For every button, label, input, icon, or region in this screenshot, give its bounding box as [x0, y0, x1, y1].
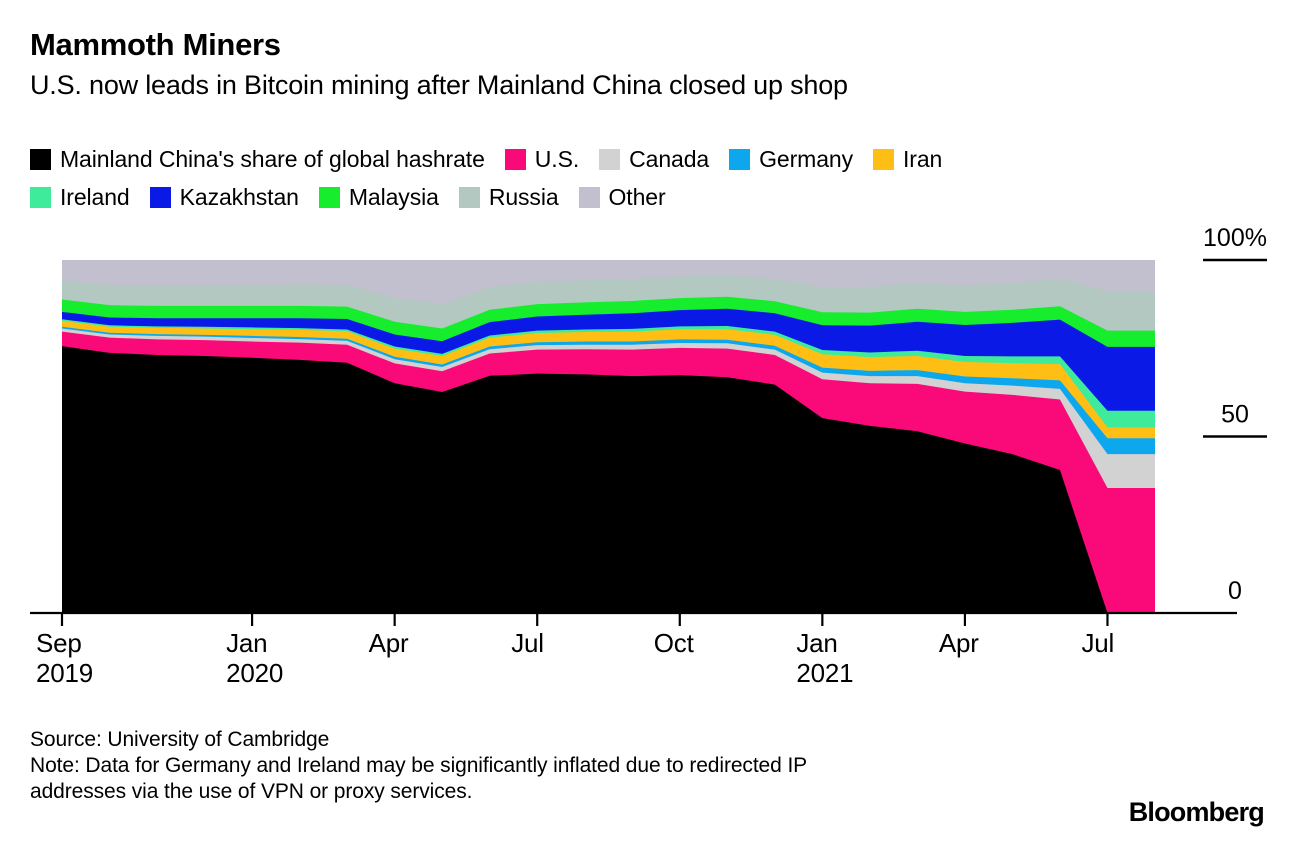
- x-axis-label-1: Jan 2020: [226, 628, 283, 688]
- legend-label-russia: Russia: [488, 183, 559, 210]
- legend-item-germany[interactable]: Germany: [729, 145, 853, 172]
- legend-item-us[interactable]: U.S.: [504, 145, 580, 172]
- x-axis-month: Apr: [938, 628, 979, 658]
- x-axis-label-7: Jul: [1081, 628, 1114, 658]
- legend-swatch-other: [578, 186, 600, 208]
- legend-row: Mainland China's share of global hashrat…: [30, 144, 1270, 174]
- legend-label-iran: Iran: [902, 145, 943, 172]
- note-text-line-1: Note: Data for Germany and Ireland may b…: [30, 754, 808, 777]
- page-title: Mammoth Miners: [30, 27, 281, 62]
- area-band-mainland-china-s-share-of-global-hashrate: [62, 346, 1155, 613]
- legend-item-kazakhstan[interactable]: Kazakhstan: [149, 183, 299, 210]
- header: Mammoth Miners U.S. now leads in Bitcoin…: [30, 27, 1260, 101]
- x-axis-label-2: Apr: [369, 628, 409, 658]
- x-axis-month: Jan: [796, 628, 838, 658]
- x-axis-year: 2021: [796, 658, 854, 688]
- legend-swatch-canada: [599, 148, 621, 170]
- legend-label-kazakhstan: Kazakhstan: [179, 183, 299, 210]
- legend-label-ireland: Ireland: [60, 183, 130, 210]
- legend-label-malaysia: Malaysia: [348, 183, 439, 210]
- legend-item-other[interactable]: Other: [578, 183, 666, 210]
- x-axis-month: Jan: [226, 628, 268, 658]
- legend-swatch-kazakhstan: [149, 186, 171, 208]
- y-tick-label-2: 0: [1228, 577, 1242, 605]
- legend-swatch-germany: [729, 148, 751, 170]
- legend-label-mainland-china: Mainland China's share of global hashrat…: [60, 145, 485, 172]
- legend-item-mainland-china[interactable]: Mainland China's share of global hashrat…: [30, 145, 485, 172]
- chart-legend: Mainland China's share of global hashrat…: [30, 144, 1270, 212]
- x-axis-label-3: Jul: [511, 628, 544, 658]
- x-axis-month: Jul: [511, 628, 544, 658]
- x-axis-month: Sep: [36, 628, 82, 658]
- x-axis-label-5: Jan 2021: [796, 628, 853, 688]
- legend-item-iran[interactable]: Iran: [872, 145, 943, 172]
- legend-item-ireland[interactable]: Ireland: [30, 183, 130, 210]
- x-axis-month: Apr: [368, 628, 409, 658]
- legend-row: Ireland Kazakhstan Malaysia Russia Other: [30, 182, 1270, 212]
- x-axis-month: Oct: [653, 628, 694, 658]
- x-axis-label-0: Sep 2019: [36, 628, 93, 688]
- x-axis-year: 2019: [36, 658, 94, 688]
- note-text-line-2: addresses via the use of VPN or proxy se…: [30, 780, 473, 803]
- legend-swatch-us: [504, 148, 526, 170]
- x-axis-label-6: Apr: [939, 628, 979, 658]
- legend-label-canada: Canada: [629, 145, 710, 172]
- page-subtitle: U.S. now leads in Bitcoin mining after M…: [30, 69, 848, 100]
- legend-swatch-ireland: [30, 186, 51, 208]
- chart-footer: Source: University of Cambridge Note: Da…: [30, 727, 1110, 805]
- y-tick-label-1: 50: [1221, 401, 1249, 429]
- chart-area: 100% 50 0: [0, 218, 1292, 638]
- x-axis-label-4: Oct: [654, 628, 694, 658]
- legend-swatch-malaysia: [318, 186, 340, 208]
- legend-item-canada[interactable]: Canada: [599, 145, 710, 172]
- x-axis-month: Jul: [1081, 628, 1115, 658]
- legend-swatch-iran: [872, 148, 894, 170]
- legend-swatch-russia: [458, 186, 480, 208]
- legend-swatch-mainland-china: [30, 148, 51, 170]
- legend-item-malaysia[interactable]: Malaysia: [318, 183, 439, 210]
- legend-label-other: Other: [608, 183, 666, 210]
- y-tick-label-0: 100%: [1203, 224, 1267, 252]
- source-text: Source: University of Cambridge: [30, 728, 330, 751]
- legend-item-russia[interactable]: Russia: [458, 183, 559, 210]
- legend-label-germany: Germany: [759, 145, 853, 172]
- legend-label-us: U.S.: [534, 145, 580, 172]
- bloomberg-logo: Bloomberg: [1128, 797, 1265, 827]
- x-axis-year: 2020: [226, 658, 284, 688]
- stacked-area-chart: 100% 50 0: [30, 224, 1267, 626]
- x-axis-labels: Sep 2019 Jan 2020 Apr Jul Oct Jan 2021 Apr Jul: [0, 628, 1292, 708]
